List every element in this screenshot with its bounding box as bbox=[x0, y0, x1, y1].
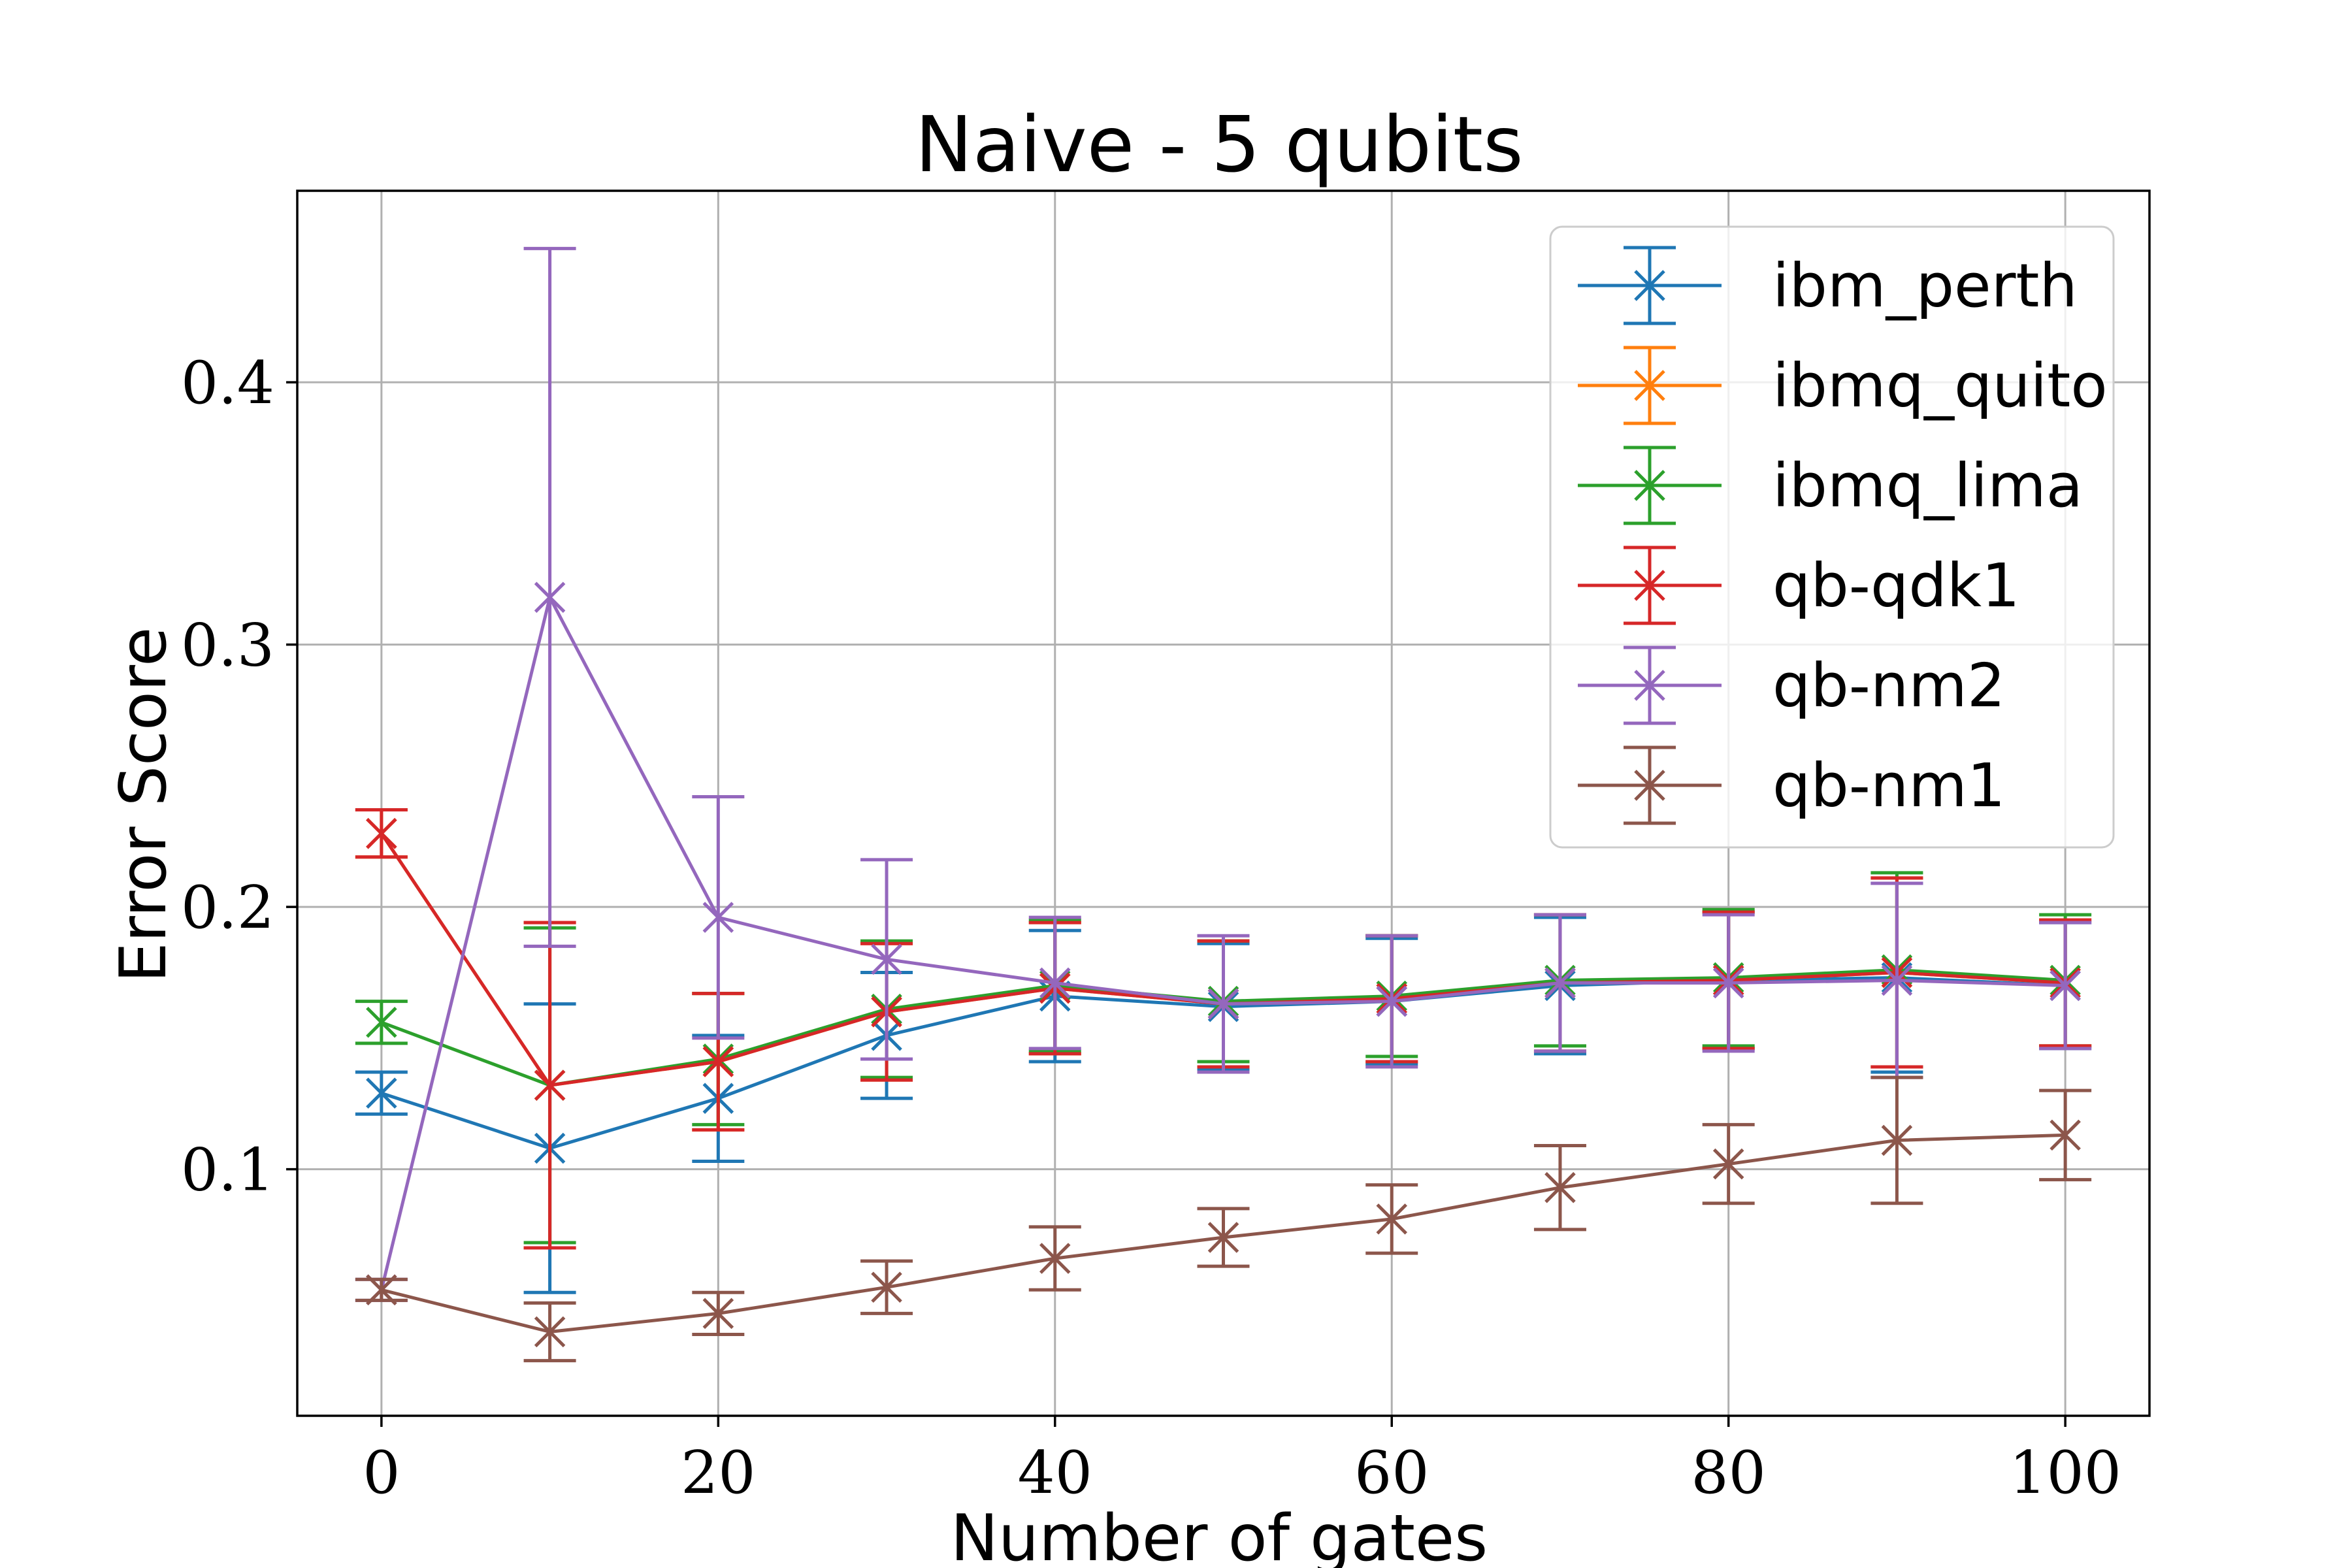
legend-label: qb-qdk1 bbox=[1772, 551, 2020, 621]
x-tick-label: 60 bbox=[1354, 1439, 1429, 1507]
legend-marker bbox=[1634, 770, 1665, 801]
legend: ibm_perth ibmq_quito ibmq_lima qb-qdk1 qb-nm… bbox=[1549, 225, 2115, 849]
legend-item-ibmq_lima: ibmq_lima bbox=[1578, 446, 2083, 525]
legend-marker bbox=[1634, 570, 1665, 601]
series-layer bbox=[355, 246, 2092, 1363]
data-point bbox=[871, 1271, 902, 1303]
data-point bbox=[534, 581, 566, 613]
x-tick-label: 20 bbox=[681, 1439, 756, 1507]
legend-item-qb-nm1: qb-nm1 bbox=[1578, 745, 2005, 825]
legend-item-ibmq_quito: ibmq_quito bbox=[1578, 346, 2108, 425]
y-axis-label: Error Score bbox=[106, 627, 181, 983]
legend-item-ibm_perth: ibm_perth bbox=[1578, 246, 2078, 325]
data-point bbox=[1376, 985, 1407, 1017]
data-point bbox=[2050, 970, 2081, 1002]
data-point bbox=[1881, 1124, 1913, 1156]
y-tick-label: 0.4 bbox=[181, 349, 274, 417]
series-qb-nm2 bbox=[355, 246, 2092, 1306]
data-point bbox=[366, 1274, 397, 1306]
data-point bbox=[702, 1046, 734, 1077]
legend-marker bbox=[1634, 270, 1665, 301]
data-point bbox=[1881, 964, 1913, 996]
legend-label: ibmq_lima bbox=[1772, 451, 2083, 521]
chart-title: Naive - 5 qubits bbox=[915, 99, 1523, 189]
data-point bbox=[1544, 1171, 1576, 1203]
data-point bbox=[1039, 1243, 1071, 1274]
x-axis-label: Number of gates bbox=[951, 1501, 1488, 1568]
data-point bbox=[1712, 1148, 1744, 1180]
data-point bbox=[1207, 988, 1239, 1020]
legend-box bbox=[1549, 225, 2115, 849]
legend-item-qb-qdk1: qb-qdk1 bbox=[1578, 546, 2020, 625]
data-point bbox=[2050, 1119, 2081, 1151]
y-tick-label: 0.3 bbox=[181, 612, 274, 680]
data-point bbox=[534, 1316, 566, 1348]
y-tick-label: 0.2 bbox=[181, 874, 274, 942]
x-tick-label: 100 bbox=[2009, 1439, 2121, 1507]
data-point bbox=[1039, 967, 1071, 999]
data-point bbox=[1712, 967, 1744, 999]
data-point bbox=[1207, 1222, 1239, 1253]
legend-marker bbox=[1634, 670, 1665, 701]
data-point bbox=[702, 902, 734, 933]
series-qb-nm1 bbox=[355, 1075, 2092, 1363]
x-tick-label: 0 bbox=[363, 1439, 400, 1507]
data-point bbox=[534, 1070, 566, 1101]
legend-label: ibmq_quito bbox=[1772, 351, 2108, 421]
legend-label: qb-nm2 bbox=[1772, 651, 2005, 721]
data-point bbox=[871, 943, 902, 975]
axis-ticks: 0 20 40 60 80 100 0.1 0.2 0.3 0.4 bbox=[181, 349, 2121, 1507]
plot-frame bbox=[296, 189, 2151, 1417]
data-point bbox=[366, 1006, 397, 1038]
data-point bbox=[366, 1077, 397, 1109]
legend-item-qb-nm2: qb-nm2 bbox=[1578, 645, 2005, 725]
data-point bbox=[366, 817, 397, 849]
legend-marker bbox=[1634, 370, 1665, 401]
data-point bbox=[1544, 967, 1576, 999]
data-point bbox=[1376, 1203, 1407, 1235]
x-tick-label: 40 bbox=[1018, 1439, 1093, 1507]
data-point bbox=[702, 1298, 734, 1330]
legend-label: ibm_perth bbox=[1772, 251, 2078, 321]
x-tick-label: 80 bbox=[1691, 1439, 1766, 1507]
y-tick-label: 0.1 bbox=[181, 1136, 274, 1205]
legend-marker bbox=[1634, 470, 1665, 501]
legend-label: qb-nm1 bbox=[1772, 751, 2005, 821]
